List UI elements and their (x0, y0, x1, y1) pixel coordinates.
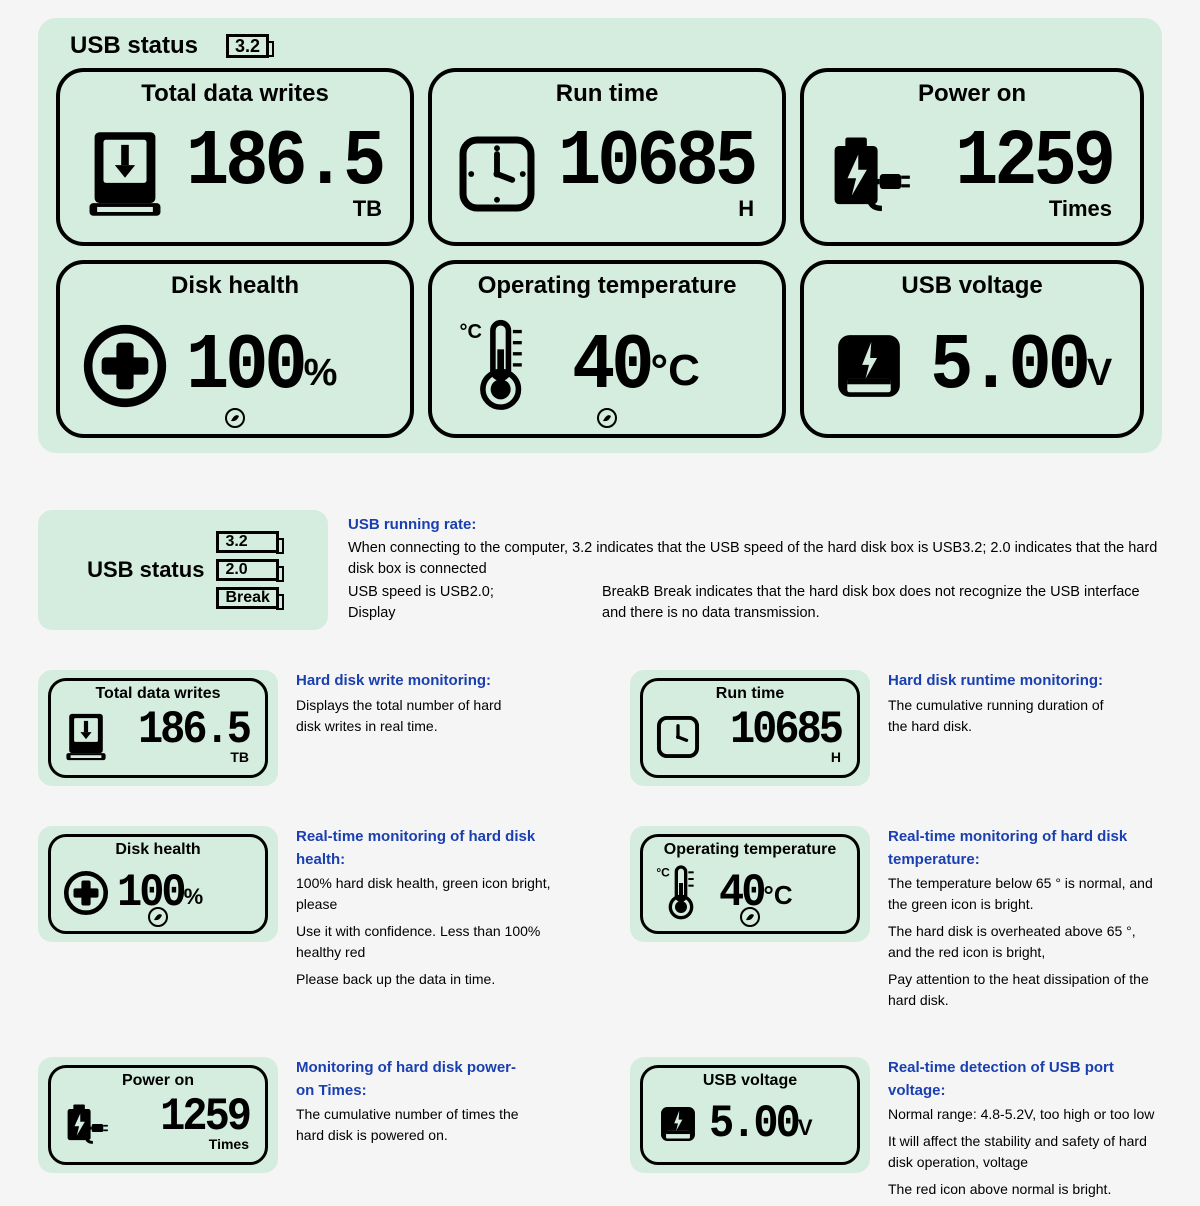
card-title: Disk health (171, 272, 299, 300)
card-title: Power on (918, 80, 1026, 108)
card-title: Total data writes (141, 80, 329, 108)
disk-download-icon (82, 124, 168, 224)
usb-version-badge: 3.2 (226, 34, 269, 58)
value: 5.00 (930, 326, 1087, 405)
value: 10685 (558, 122, 754, 201)
legend-heading: USB running rate: (348, 514, 1162, 536)
legend-usb-text: USB running rate: When connecting to the… (348, 510, 1162, 630)
leaf-icon (597, 408, 617, 428)
legend-usb-status: USB status 3.2 2.0 Break USB running rat… (38, 510, 1162, 630)
value: 40 (572, 326, 650, 405)
card-title: Operating temperature (478, 272, 737, 300)
usb-badge-break: Break (216, 587, 278, 609)
svg-text:°C: °C (460, 321, 482, 343)
usb-status-label: USB status (70, 32, 198, 60)
leaf-icon (740, 907, 760, 927)
usb-port-icon (826, 316, 912, 416)
leaf-icon (148, 907, 168, 927)
battery-plug-icon (63, 1097, 109, 1151)
thermometer-icon: °C (655, 866, 711, 920)
card-temperature: Operating temperature °C (428, 260, 786, 438)
legend-power-on: Power on 1259Times Monitoring of hard di… (38, 1057, 570, 1206)
card-disk-health: Disk health 100 % (56, 260, 414, 438)
value: 1259 (955, 122, 1112, 201)
card-power-on: Power on 1259 Times (800, 68, 1144, 246)
legend-grid: Total data writes 186.5TB Hard disk writ… (38, 670, 1162, 1206)
stats-grid: Total data writes 186.5 TB (56, 68, 1144, 438)
card-title: Run time (556, 80, 659, 108)
main-lcd-panel: USB status 3.2 Total data writes (38, 18, 1162, 453)
svg-text:°C: °C (656, 865, 670, 879)
legend-disk-health: Disk health 100% Real-time monitoring of… (38, 826, 570, 1017)
unit: °C (650, 346, 699, 396)
leaf-icon (225, 408, 245, 428)
legend-data-writes: Total data writes 186.5TB Hard disk writ… (38, 670, 570, 786)
card-run-time: Run time 10685 H (428, 68, 786, 246)
value: 186.5 (186, 122, 382, 201)
health-plus-icon (63, 866, 109, 920)
legend-line: USB speed is USB2.0; Display (348, 582, 542, 624)
usb-badge-2-0: 2.0 (216, 559, 278, 581)
clock-icon (454, 124, 540, 224)
card-title: USB voltage (901, 272, 1042, 300)
card-data-writes: Total data writes 186.5 TB (56, 68, 414, 246)
unit: % (304, 352, 338, 395)
health-plus-icon (82, 316, 168, 416)
legend-run-time: Run time 10685H Hard disk runtime monito… (630, 670, 1162, 786)
legend-line: When connecting to the computer, 3.2 ind… (348, 538, 1162, 580)
unit: V (1087, 352, 1112, 395)
thermometer-icon: °C (454, 316, 554, 416)
legend-usb-voltage: USB voltage 5.00V Real-time detection of… (630, 1057, 1162, 1206)
battery-plug-icon (826, 124, 912, 224)
legend-temperature: Operating temperature °C 40°C Real-time … (630, 826, 1162, 1017)
card-usb-voltage: USB voltage 5.00 V (800, 260, 1144, 438)
usb-status-header: USB status 3.2 (56, 32, 1144, 60)
usb-status-label: USB status (87, 557, 204, 583)
usb-badge-3-2: 3.2 (216, 531, 278, 553)
legend-line: BreakB Break indicates that the hard dis… (602, 582, 1162, 624)
legend-usb-lcd: USB status 3.2 2.0 Break (38, 510, 328, 630)
disk-download-icon (63, 710, 109, 764)
clock-icon (655, 710, 701, 764)
usb-badge-stack: 3.2 2.0 Break (216, 531, 278, 609)
usb-port-icon (655, 1097, 701, 1151)
value: 100 (186, 326, 304, 405)
